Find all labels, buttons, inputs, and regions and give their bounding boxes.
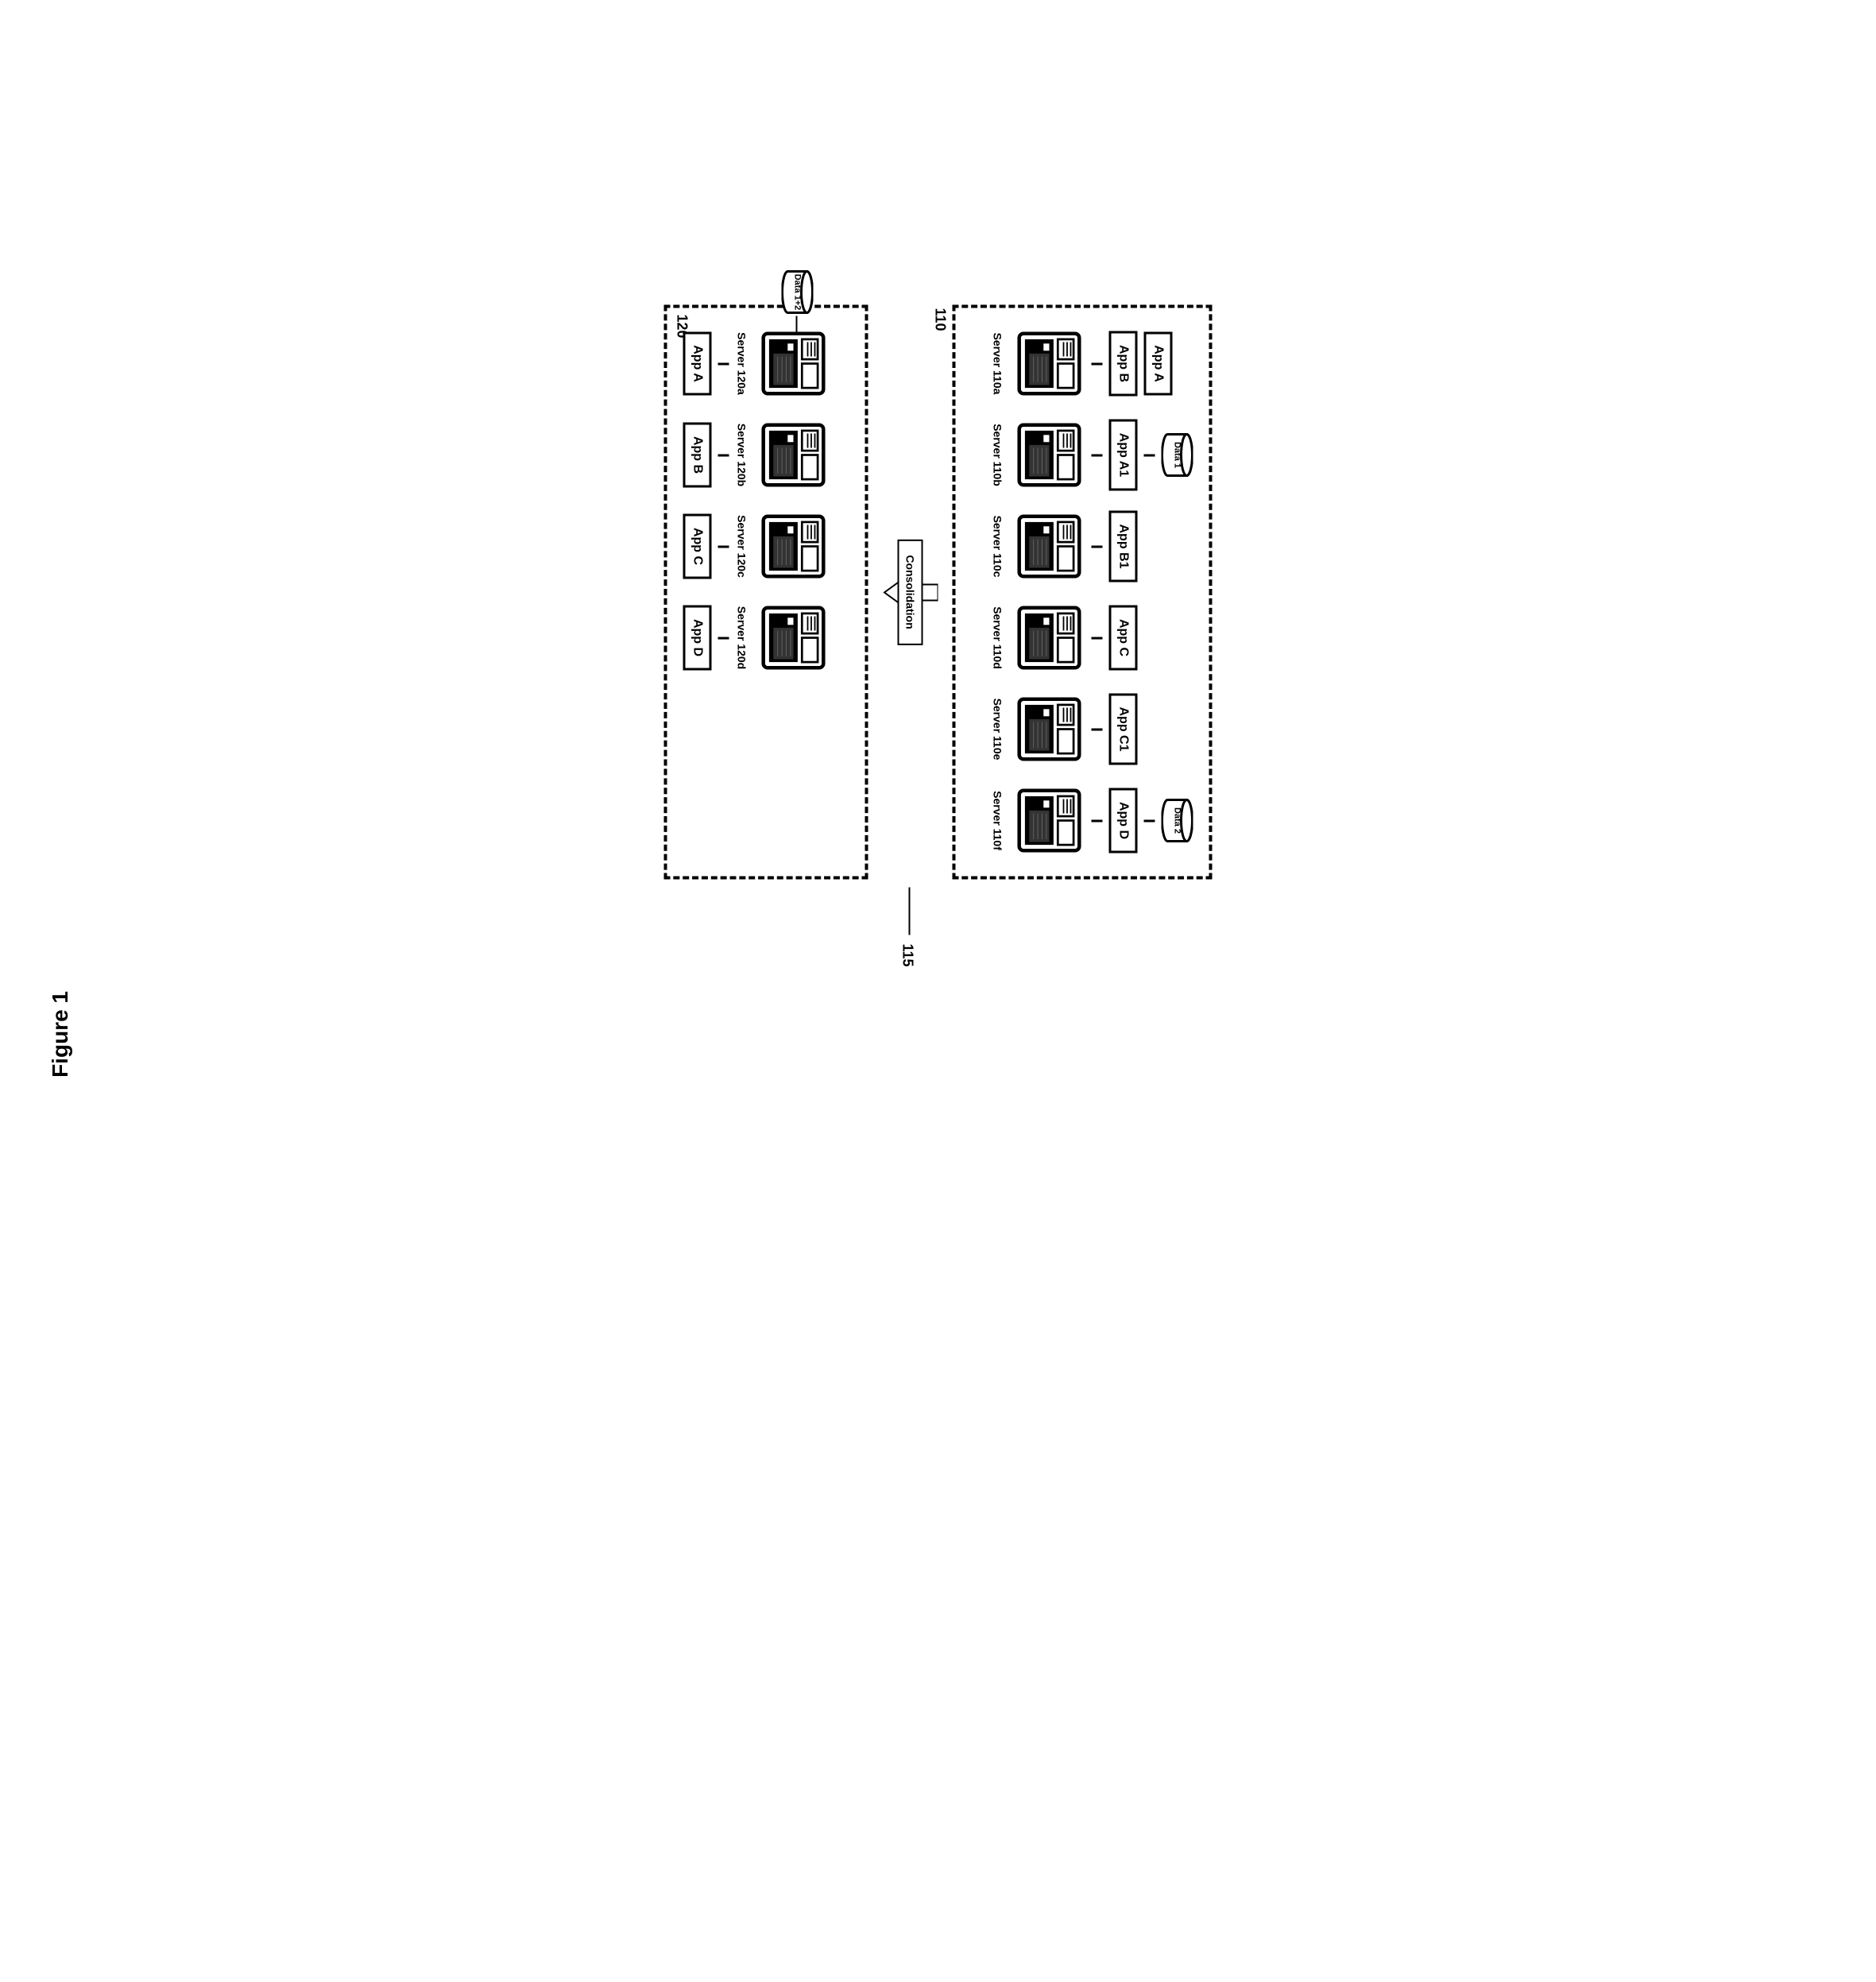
connector-line bbox=[1092, 454, 1103, 456]
callout-line bbox=[909, 888, 911, 935]
data-cylinder-side: Data 1+2 bbox=[782, 269, 814, 316]
server-column: App C1 Server 110e bbox=[992, 694, 1138, 765]
connector-line bbox=[1092, 637, 1103, 639]
app-box: App C bbox=[1109, 606, 1138, 670]
server-column: Data 1+2 Server 120aApp A bbox=[683, 328, 830, 400]
figure-title: Figure 1 bbox=[48, 991, 73, 1078]
connector-line bbox=[1144, 454, 1155, 456]
server-column: App AApp B Server 110a bbox=[992, 328, 1173, 400]
app-box: App C bbox=[683, 514, 712, 579]
target-environment-box: 120 Data 1+2 Server 120aApp A bbox=[664, 305, 868, 880]
server-icon bbox=[758, 602, 830, 674]
app-box: App D bbox=[683, 606, 712, 670]
connector-line bbox=[718, 545, 729, 548]
diagram: 110 App AApp B Server 110a Data 1App A1 … bbox=[664, 305, 1213, 880]
server-icon bbox=[1014, 420, 1085, 491]
app-box: App A bbox=[1144, 331, 1173, 396]
server-label: Server 110e bbox=[992, 699, 1004, 761]
app-box: App B bbox=[1109, 331, 1138, 396]
app-box: App A1 bbox=[1109, 420, 1138, 490]
consolidation-label-box: Consolidation bbox=[898, 539, 923, 645]
server-icon bbox=[758, 420, 830, 491]
server-label: Server 110d bbox=[992, 606, 1004, 669]
server-icon bbox=[1014, 694, 1085, 765]
server-label: Server 110f bbox=[992, 791, 1004, 850]
consolidation-arrow-block: Consolidation 115 bbox=[883, 305, 938, 880]
app-box: App C1 bbox=[1109, 694, 1138, 765]
consolidation-callout: 115 bbox=[899, 943, 916, 966]
server-column: Data 2 App D Server 110f bbox=[992, 785, 1193, 857]
server-label: Server 110b bbox=[992, 424, 1004, 486]
connector-line bbox=[1092, 819, 1103, 822]
server-label: Server 120c bbox=[736, 515, 748, 578]
data-cylinder-icon: Data 1 bbox=[1162, 432, 1193, 479]
connector-line bbox=[718, 454, 729, 456]
app-box: App A bbox=[683, 331, 712, 396]
connector-line bbox=[1092, 545, 1103, 548]
app-box: App B bbox=[683, 423, 712, 487]
server-column: Data 1 App A1 Server 110b bbox=[992, 420, 1193, 491]
data-cylinder-icon: Data 2 bbox=[1162, 797, 1193, 845]
server-icon bbox=[1014, 328, 1085, 400]
server-icon bbox=[1014, 511, 1085, 583]
server-label: Server 110c bbox=[992, 516, 1004, 578]
connector-line bbox=[1092, 728, 1103, 730]
server-label: Server 110a bbox=[992, 333, 1004, 395]
server-icon bbox=[758, 511, 830, 583]
server-icon bbox=[758, 328, 830, 400]
connector-line bbox=[1144, 819, 1155, 822]
server-column: Server 120c App C bbox=[683, 511, 830, 583]
server-column: App C Server 110d bbox=[992, 602, 1138, 674]
app-box: App D bbox=[1109, 788, 1138, 853]
connector-line bbox=[1092, 362, 1103, 365]
server-column: Server 120b App B bbox=[683, 420, 830, 491]
connector-line bbox=[718, 637, 729, 639]
app-box: App B1 bbox=[1109, 511, 1138, 583]
server-icon bbox=[1014, 785, 1085, 857]
server-column: Server 120d App D bbox=[683, 602, 830, 674]
server-label: Server 120b bbox=[736, 424, 748, 486]
data-cylinder-icon: Data 1+2 bbox=[782, 269, 814, 316]
source-environment-box: 110 App AApp B Server 110a Data 1App A1 … bbox=[953, 305, 1213, 880]
server-icon bbox=[1014, 602, 1085, 674]
server-label: Server 120d bbox=[736, 606, 748, 669]
connector-line bbox=[718, 362, 729, 365]
server-label: Server 120a bbox=[736, 332, 748, 395]
server-column: App B1 Server 110c bbox=[992, 511, 1138, 583]
